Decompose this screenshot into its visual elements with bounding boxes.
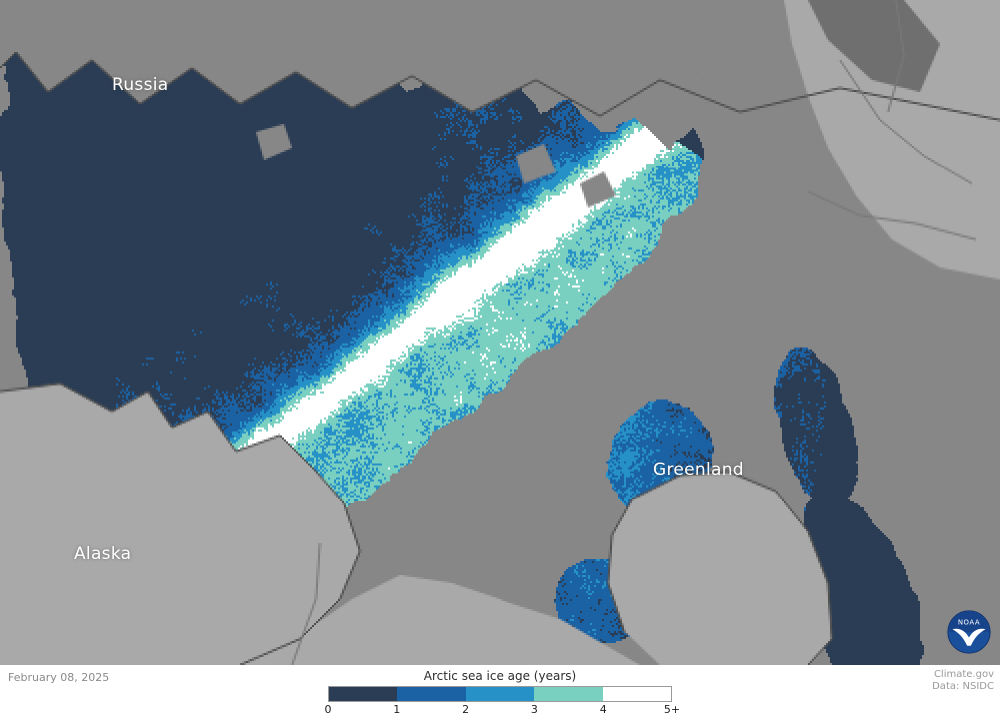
credit-climate-gov: Climate.gov (933, 669, 994, 680)
colorbar-segment-4 (602, 687, 672, 701)
credit-block: Climate.gov Data: NSIDC (932, 669, 994, 693)
colorbar (328, 686, 672, 702)
sea-ice-age-raster (0, 0, 1000, 665)
date-stamp: February 08, 2025 (8, 671, 110, 684)
colorbar-tick-2: 2 (462, 703, 470, 716)
legend-title: Arctic sea ice age (years) (423, 669, 577, 683)
colorbar-segment-0 (329, 687, 398, 701)
legend: Arctic sea ice age (years) (0, 665, 1000, 720)
colorbar-tick-3: 3 (530, 703, 538, 716)
map-panel[interactable]: Russia Greenland Alaska NOAA (0, 0, 1000, 665)
colorbar-segment-3 (534, 687, 603, 701)
map-label-russia: Russia (112, 75, 169, 95)
colorbar-tick-4: 4 (599, 703, 607, 716)
colorbar-tick-5: 5+ (663, 703, 681, 716)
colorbar-tick-1: 1 (393, 703, 401, 716)
colorbar-tick-0: 0 (324, 703, 332, 716)
noaa-logo: NOAA (947, 610, 991, 654)
map-label-alaska: Alaska (74, 544, 132, 564)
noaa-logo-text: NOAA (958, 619, 980, 627)
colorbar-tick-labels: 0 1 2 3 4 5+ (324, 703, 681, 719)
credit-data-source: Data: NSIDC (932, 681, 994, 692)
colorbar-segment-2 (465, 687, 535, 701)
colorbar-segment-1 (397, 687, 466, 701)
map-label-greenland: Greenland (653, 460, 744, 480)
